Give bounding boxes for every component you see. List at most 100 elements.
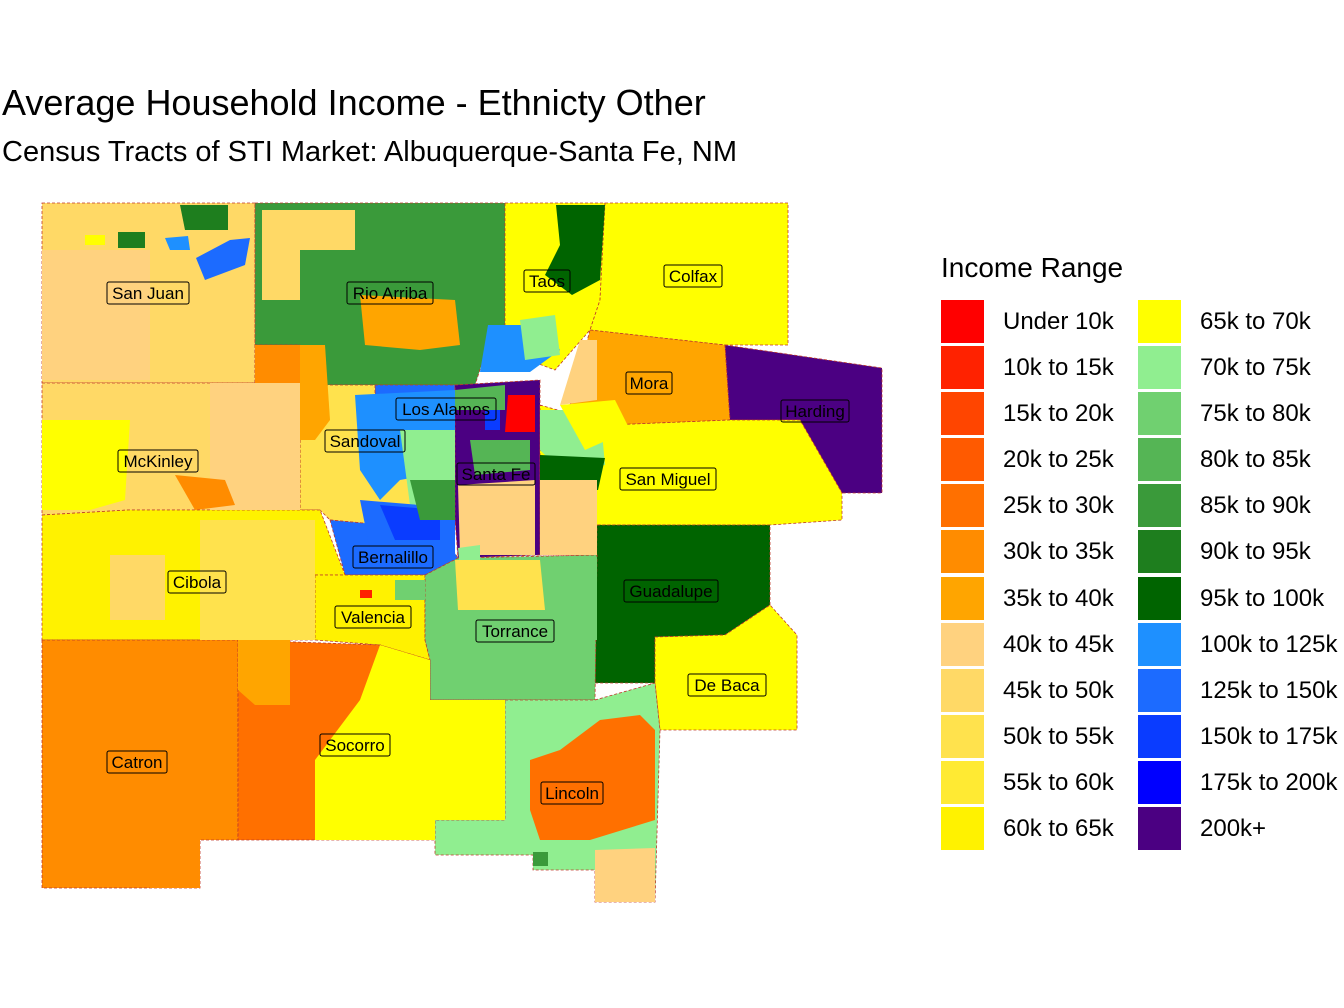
choropleth-map: San Juan Rio Arriba Taos Colfax Mora Har… (41, 202, 883, 903)
county-shape-san-miguel[interactable] (539, 404, 843, 556)
tract-patch (540, 480, 597, 555)
legend-label: 35k to 40k (1003, 584, 1114, 612)
county-label-socorro: Socorro (319, 733, 391, 757)
tract-patch (595, 848, 655, 902)
county-label-guadalupe: Guadalupe (623, 579, 719, 603)
tract-patch (110, 555, 165, 620)
svg-text:De Baca: De Baca (694, 676, 760, 695)
legend-label: 70k to 75k (1200, 354, 1311, 382)
tract-patch (395, 580, 425, 600)
legend-label: 100k to 125k (1200, 630, 1338, 658)
county-label-santa-fe: Santa Fe (456, 462, 536, 486)
tract-patch (533, 852, 548, 866)
legend-label: 95k to 100k (1200, 584, 1325, 612)
legend-swatch (941, 668, 984, 712)
svg-text:Taos: Taos (529, 272, 565, 291)
tract-patch (210, 383, 300, 510)
county-label-cibola: Cibola (167, 570, 227, 594)
legend-label: 60k to 65k (1003, 815, 1114, 843)
tract-patch (560, 340, 597, 405)
county-label-mckinley: McKinley (117, 449, 199, 473)
tract-patch (200, 520, 315, 640)
svg-text:Valencia: Valencia (341, 608, 405, 627)
legend-title: Income Range (941, 252, 1124, 283)
legend-label: 75k to 80k (1200, 400, 1311, 428)
county-label-bernalillo: Bernalillo (352, 545, 434, 569)
svg-text:Lincoln: Lincoln (545, 784, 599, 803)
legend-swatch (941, 346, 984, 390)
svg-text:Rio Arriba: Rio Arriba (353, 284, 428, 303)
legend-label: Under 10k (1003, 308, 1114, 335)
county-label-rio-arriba: Rio Arriba (346, 281, 434, 305)
legend-label: 15k to 20k (1003, 400, 1114, 428)
legend-swatch (941, 714, 984, 758)
legend-label: 85k to 90k (1200, 492, 1311, 520)
tract-patch (458, 480, 535, 555)
legend-swatch (1138, 484, 1181, 528)
tract-patch (262, 210, 300, 300)
legend-swatch (1138, 807, 1181, 851)
tract-patch (175, 475, 235, 510)
tract-patch (150, 820, 200, 888)
county-label-catron: Catron (106, 750, 168, 774)
legend-swatch (1138, 668, 1181, 712)
svg-text:San Juan: San Juan (112, 284, 184, 303)
legend-swatch (1138, 392, 1181, 436)
county-label-taos: Taos (523, 269, 571, 293)
county-label-torrance: Torrance (475, 619, 555, 643)
county-label-harding: Harding (780, 399, 850, 423)
svg-text:Cibola: Cibola (173, 573, 222, 592)
svg-text:Los Alamos: Los Alamos (402, 400, 490, 419)
legend-label: 150k to 175k (1200, 722, 1338, 750)
tract-patch (300, 345, 330, 440)
svg-text:Socorro: Socorro (325, 736, 385, 755)
county-label-sandoval: Sandoval (324, 429, 406, 453)
legend-swatch (1138, 760, 1181, 804)
svg-text:McKinley: McKinley (124, 452, 193, 471)
county-label-san-miguel: San Miguel (619, 467, 717, 491)
svg-text:Harding: Harding (785, 402, 845, 421)
legend-swatch (1138, 622, 1181, 666)
tract-patch (360, 590, 372, 598)
tract-patch (470, 440, 530, 475)
legend-label: 45k to 50k (1003, 676, 1114, 704)
tract-patch (455, 560, 545, 610)
county-label-mora: Mora (625, 371, 673, 395)
county-label-valencia: Valencia (334, 605, 412, 629)
legend-swatch (1138, 714, 1181, 758)
tract-patch (85, 235, 105, 245)
legend-label: 30k to 35k (1003, 538, 1114, 566)
legend-label: 80k to 85k (1200, 446, 1311, 474)
legend-label: 200k+ (1200, 815, 1267, 843)
legend-swatch (941, 576, 984, 620)
legend-label: 90k to 95k (1200, 538, 1311, 566)
legend-swatch (941, 760, 984, 804)
legend-swatch (941, 530, 984, 574)
legend-swatch (1138, 346, 1181, 390)
county-label-los-alamos: Los Alamos (395, 397, 497, 421)
svg-text:San Miguel: San Miguel (625, 470, 710, 489)
tract-patch (118, 232, 145, 248)
legend-label: 10k to 15k (1003, 354, 1114, 382)
legend-label: 175k to 200k (1200, 768, 1338, 796)
tract-patch (42, 250, 150, 380)
tract-patch (315, 645, 505, 840)
legend-label: 25k to 30k (1003, 492, 1114, 520)
county-label-de-baca: De Baca (687, 673, 767, 697)
legend-swatch (941, 438, 984, 482)
tract-patch (560, 400, 630, 450)
county-label-colfax: Colfax (663, 264, 723, 288)
tract-patch (360, 295, 460, 350)
tract-patch (530, 715, 655, 840)
legend-swatch (1138, 576, 1181, 620)
legend-swatch (1138, 300, 1181, 343)
tract-patch (505, 395, 535, 432)
svg-text:Catron: Catron (111, 753, 162, 772)
legend-swatch (941, 300, 984, 343)
legend-label: 50k to 55k (1003, 722, 1114, 750)
legend-label: 40k to 45k (1003, 630, 1114, 658)
tract-patch (545, 205, 605, 295)
legend-swatch (941, 392, 984, 436)
tract-patch (520, 315, 560, 360)
legend-swatch (941, 484, 984, 528)
